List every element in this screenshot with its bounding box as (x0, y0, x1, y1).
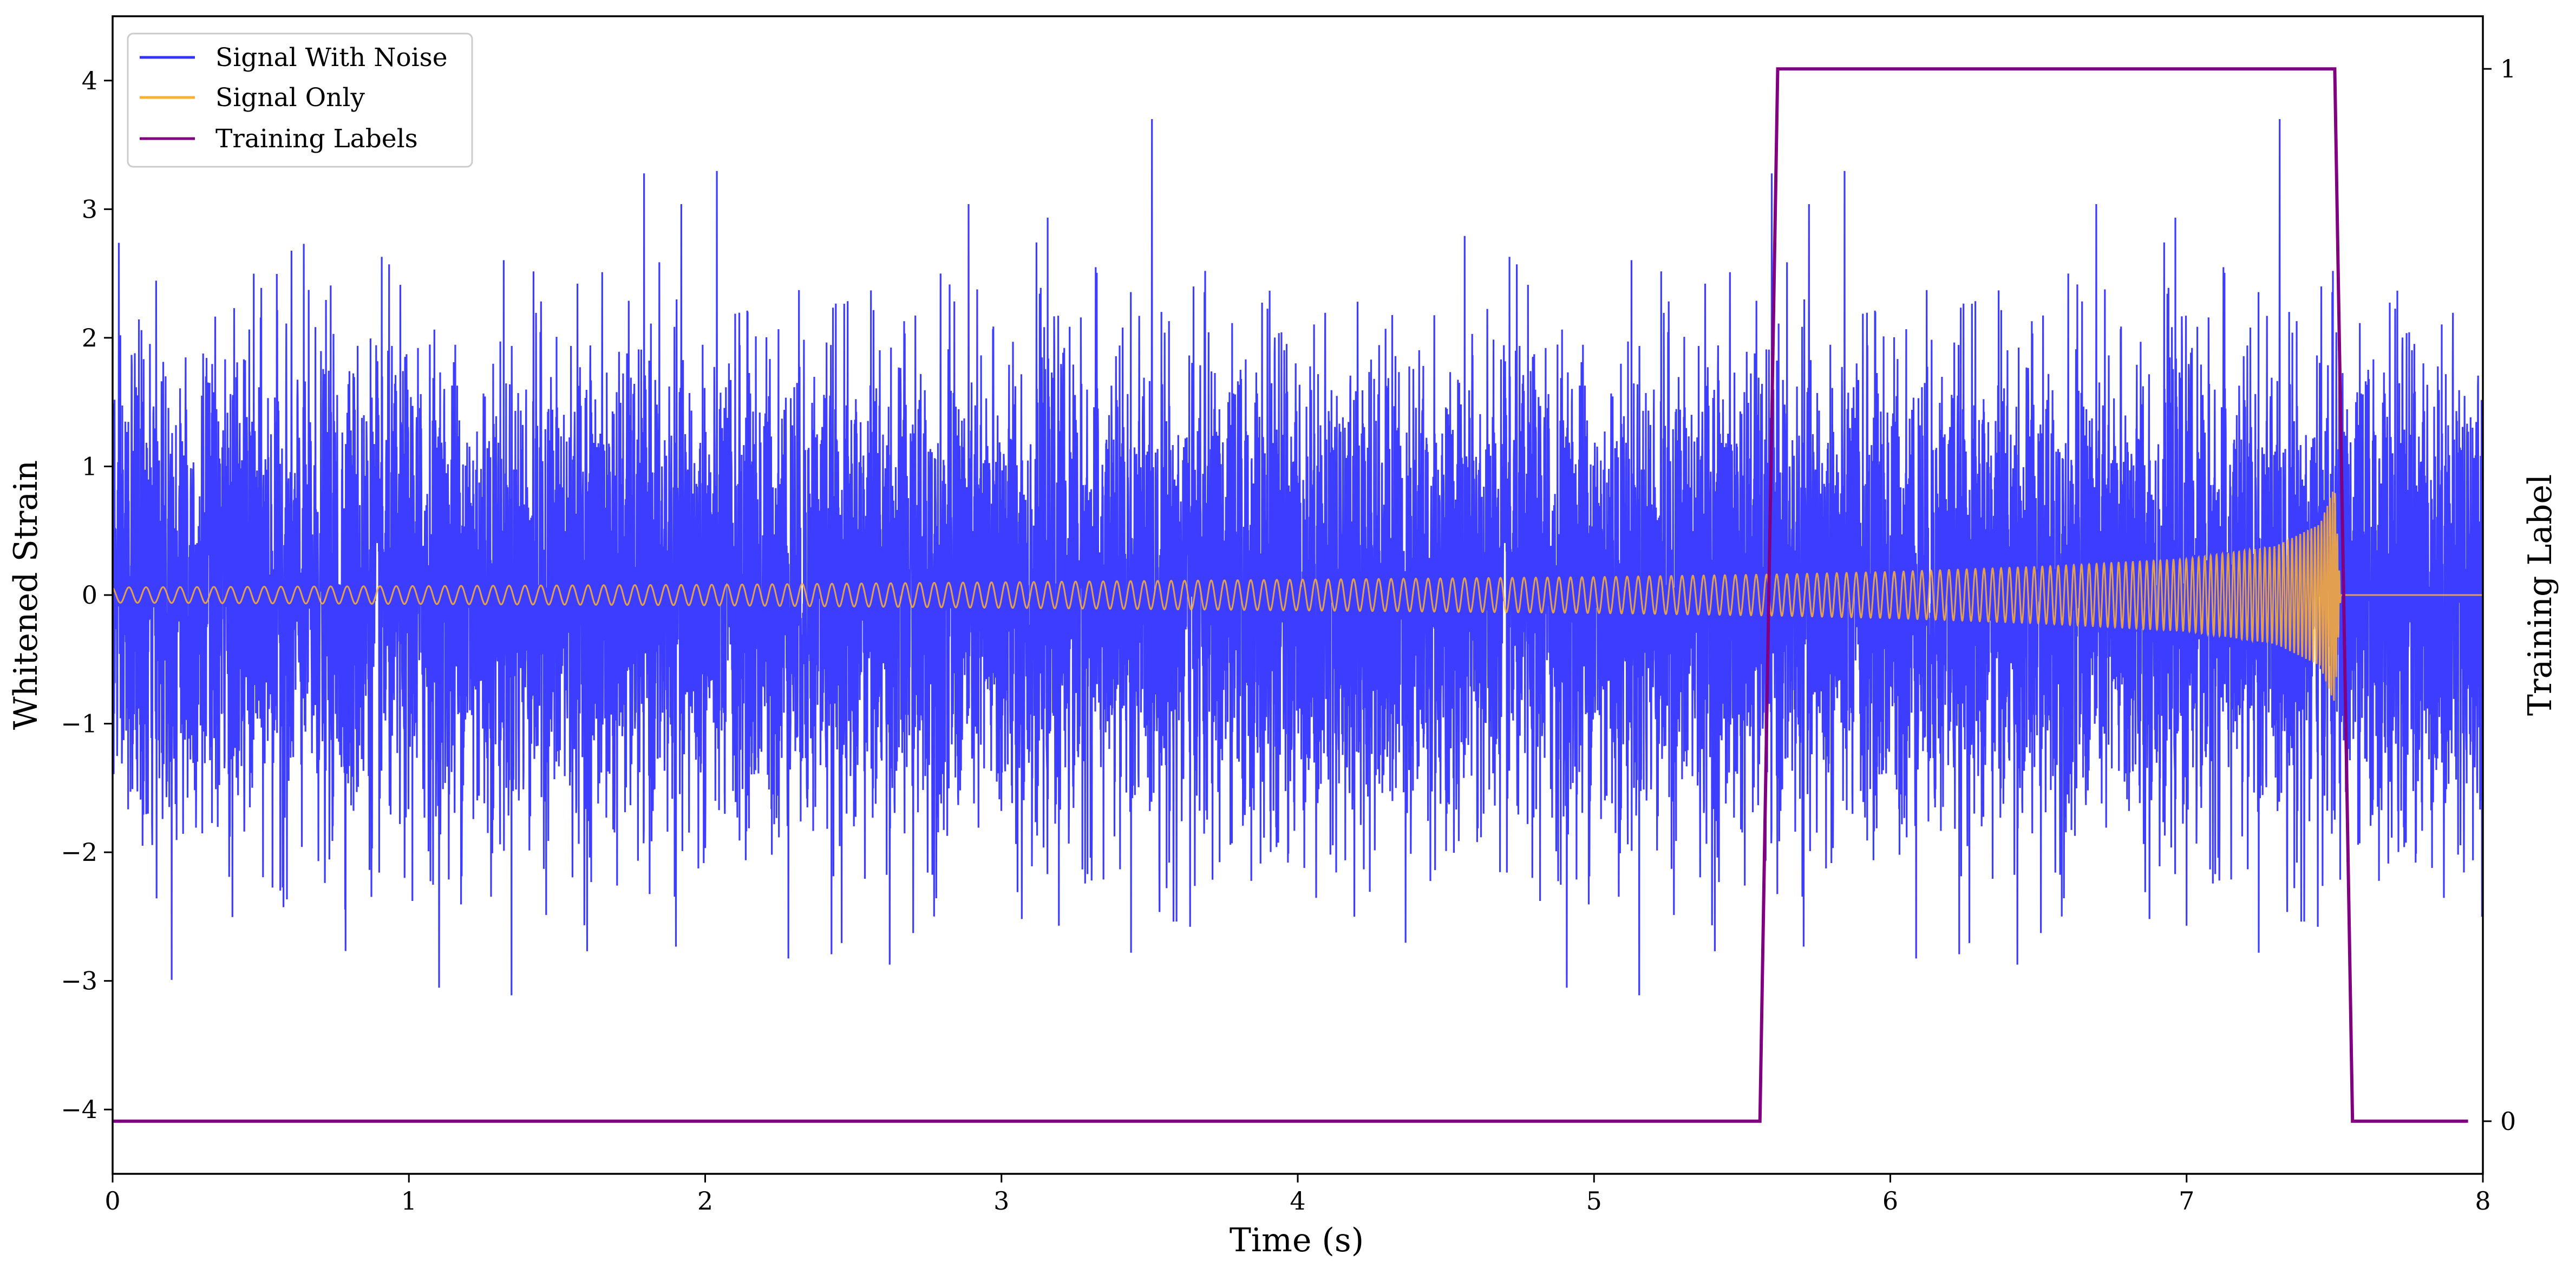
y-axis-title: Whitened Strain (7, 460, 45, 730)
x-tick-label: 5 (1586, 1186, 1602, 1216)
legend-box (127, 32, 473, 168)
y-tick-label: 2 (82, 323, 97, 352)
legend-label-signal-with-noise: Signal With Noise (215, 43, 448, 73)
x-tick-label: 3 (993, 1186, 1009, 1216)
y2-tick-label: 0 (2500, 1107, 2516, 1136)
y-tick-label: −4 (61, 1095, 97, 1124)
y-tick-label: 0 (82, 580, 97, 610)
x-tick-label: 0 (104, 1186, 120, 1216)
plot-area (113, 67, 2483, 1123)
y-tick-label: −3 (61, 966, 97, 996)
y-tick-label: 1 (82, 452, 97, 481)
x-tick-label: 6 (1882, 1186, 1898, 1216)
x-tick-label: 1 (401, 1186, 417, 1216)
x-tick-label: 4 (1290, 1186, 1305, 1216)
x-tick-label: 7 (2179, 1186, 2194, 1216)
legend-label-signal-only: Signal Only (215, 83, 365, 113)
legend-label-training-labels: Training Labels (215, 124, 418, 154)
y-tick-label: 3 (82, 194, 97, 224)
legend: Signal With Noise Signal Only Training L… (127, 32, 473, 168)
y-tick-label: 4 (82, 66, 97, 95)
series-line-signal-only (113, 492, 2483, 701)
y-tick-label: −2 (61, 838, 97, 867)
axes: 0 1 2 3 4 5 6 7 8 −4 −3 −2 −1 0 1 2 3 4 0 1 (61, 15, 2516, 1216)
y2-tick-label: 1 (2500, 54, 2516, 83)
series-line-training-labels (113, 67, 2468, 1123)
x-tick-label: 8 (2475, 1186, 2490, 1216)
y-tick-label: −1 (61, 709, 97, 739)
series-line-signal-with-noise (113, 119, 2483, 996)
y2-axis-title: Training Label (2521, 474, 2559, 716)
x-tick-label: 2 (697, 1186, 713, 1216)
x-axis-title: Time (s) (1230, 1221, 1364, 1259)
